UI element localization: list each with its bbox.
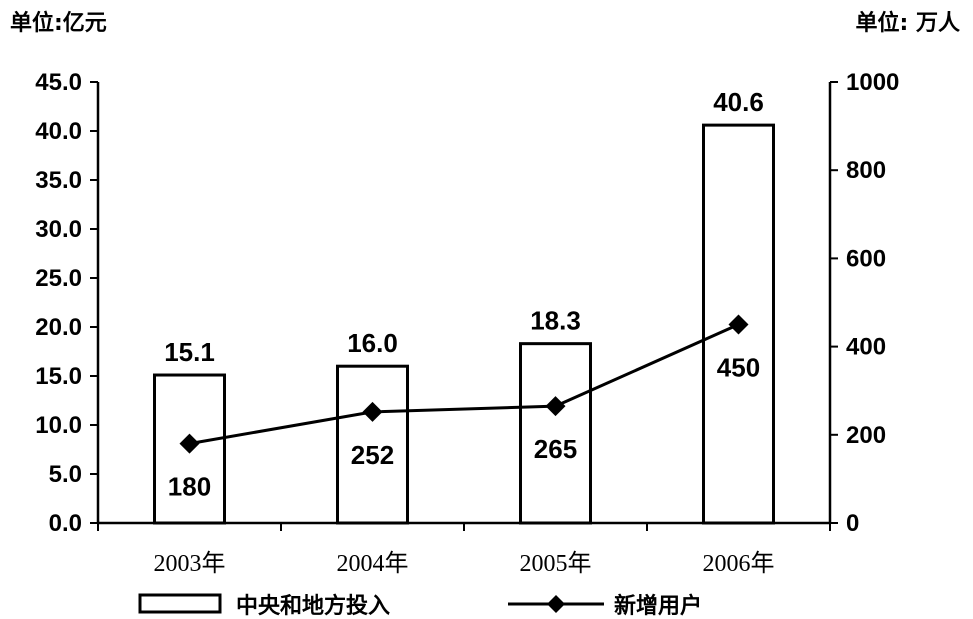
left-tick-label: 20.0 <box>35 314 82 341</box>
line-point-marker <box>362 401 383 422</box>
line-series <box>189 323 740 446</box>
line-point-marker <box>728 314 749 335</box>
right-tick-label: 1000 <box>846 69 899 96</box>
x-category-label: 2005年 <box>520 550 592 577</box>
right-tick-label: 800 <box>846 157 886 184</box>
bar-value-label: 16.0 <box>347 328 398 358</box>
legend-label-line: 新增用户 <box>614 593 702 619</box>
legend: 中央和地方投入 新增用户 <box>138 593 702 619</box>
bar-value-label: 40.6 <box>713 87 764 117</box>
bar <box>336 364 409 525</box>
left-tick-label: 45.0 <box>35 69 82 96</box>
left-tick-label: 0.0 <box>49 510 82 537</box>
left-tick-label: 15.0 <box>35 363 82 390</box>
bar <box>519 342 592 525</box>
x-category-label: 2006年 <box>703 550 775 577</box>
right-tick-label: 200 <box>846 422 886 449</box>
line-value-label: 252 <box>351 440 394 470</box>
left-tick-label: 30.0 <box>35 216 82 243</box>
left-tick-label: 35.0 <box>35 167 82 194</box>
legend-bar-swatch <box>138 593 222 614</box>
left-tick-label: 40.0 <box>35 118 82 145</box>
left-tick-label: 5.0 <box>49 461 82 488</box>
right-tick-label: 0 <box>846 510 859 537</box>
right-tick-label: 400 <box>846 334 886 361</box>
line-point-marker <box>179 433 200 454</box>
left-tick-label: 25.0 <box>35 265 82 292</box>
line-value-label: 265 <box>534 434 577 464</box>
bar-value-label: 15.1 <box>164 337 215 367</box>
legend-label-bar: 中央和地方投入 <box>236 593 390 619</box>
right-axis-unit: 单位: 万人 <box>856 10 960 36</box>
line-point-marker <box>545 396 566 417</box>
right-tick-label: 600 <box>846 245 886 272</box>
x-category-label: 2004年 <box>337 550 409 577</box>
line-value-label: 450 <box>717 353 760 383</box>
plot-area: 0.0 5.0 10.0 15.0 20.0 25.0 30.0 35.0 40.0 45.0 0 2… <box>35 69 899 577</box>
bar-value-label: 18.3 <box>530 306 581 336</box>
left-axis-unit: 单位:亿元 <box>10 10 107 36</box>
x-category-label: 2003年 <box>154 550 226 577</box>
left-tick-label: 10.0 <box>35 412 82 439</box>
bar <box>702 123 775 525</box>
legend-line-marker <box>547 595 565 613</box>
line-value-label: 180 <box>168 472 211 502</box>
